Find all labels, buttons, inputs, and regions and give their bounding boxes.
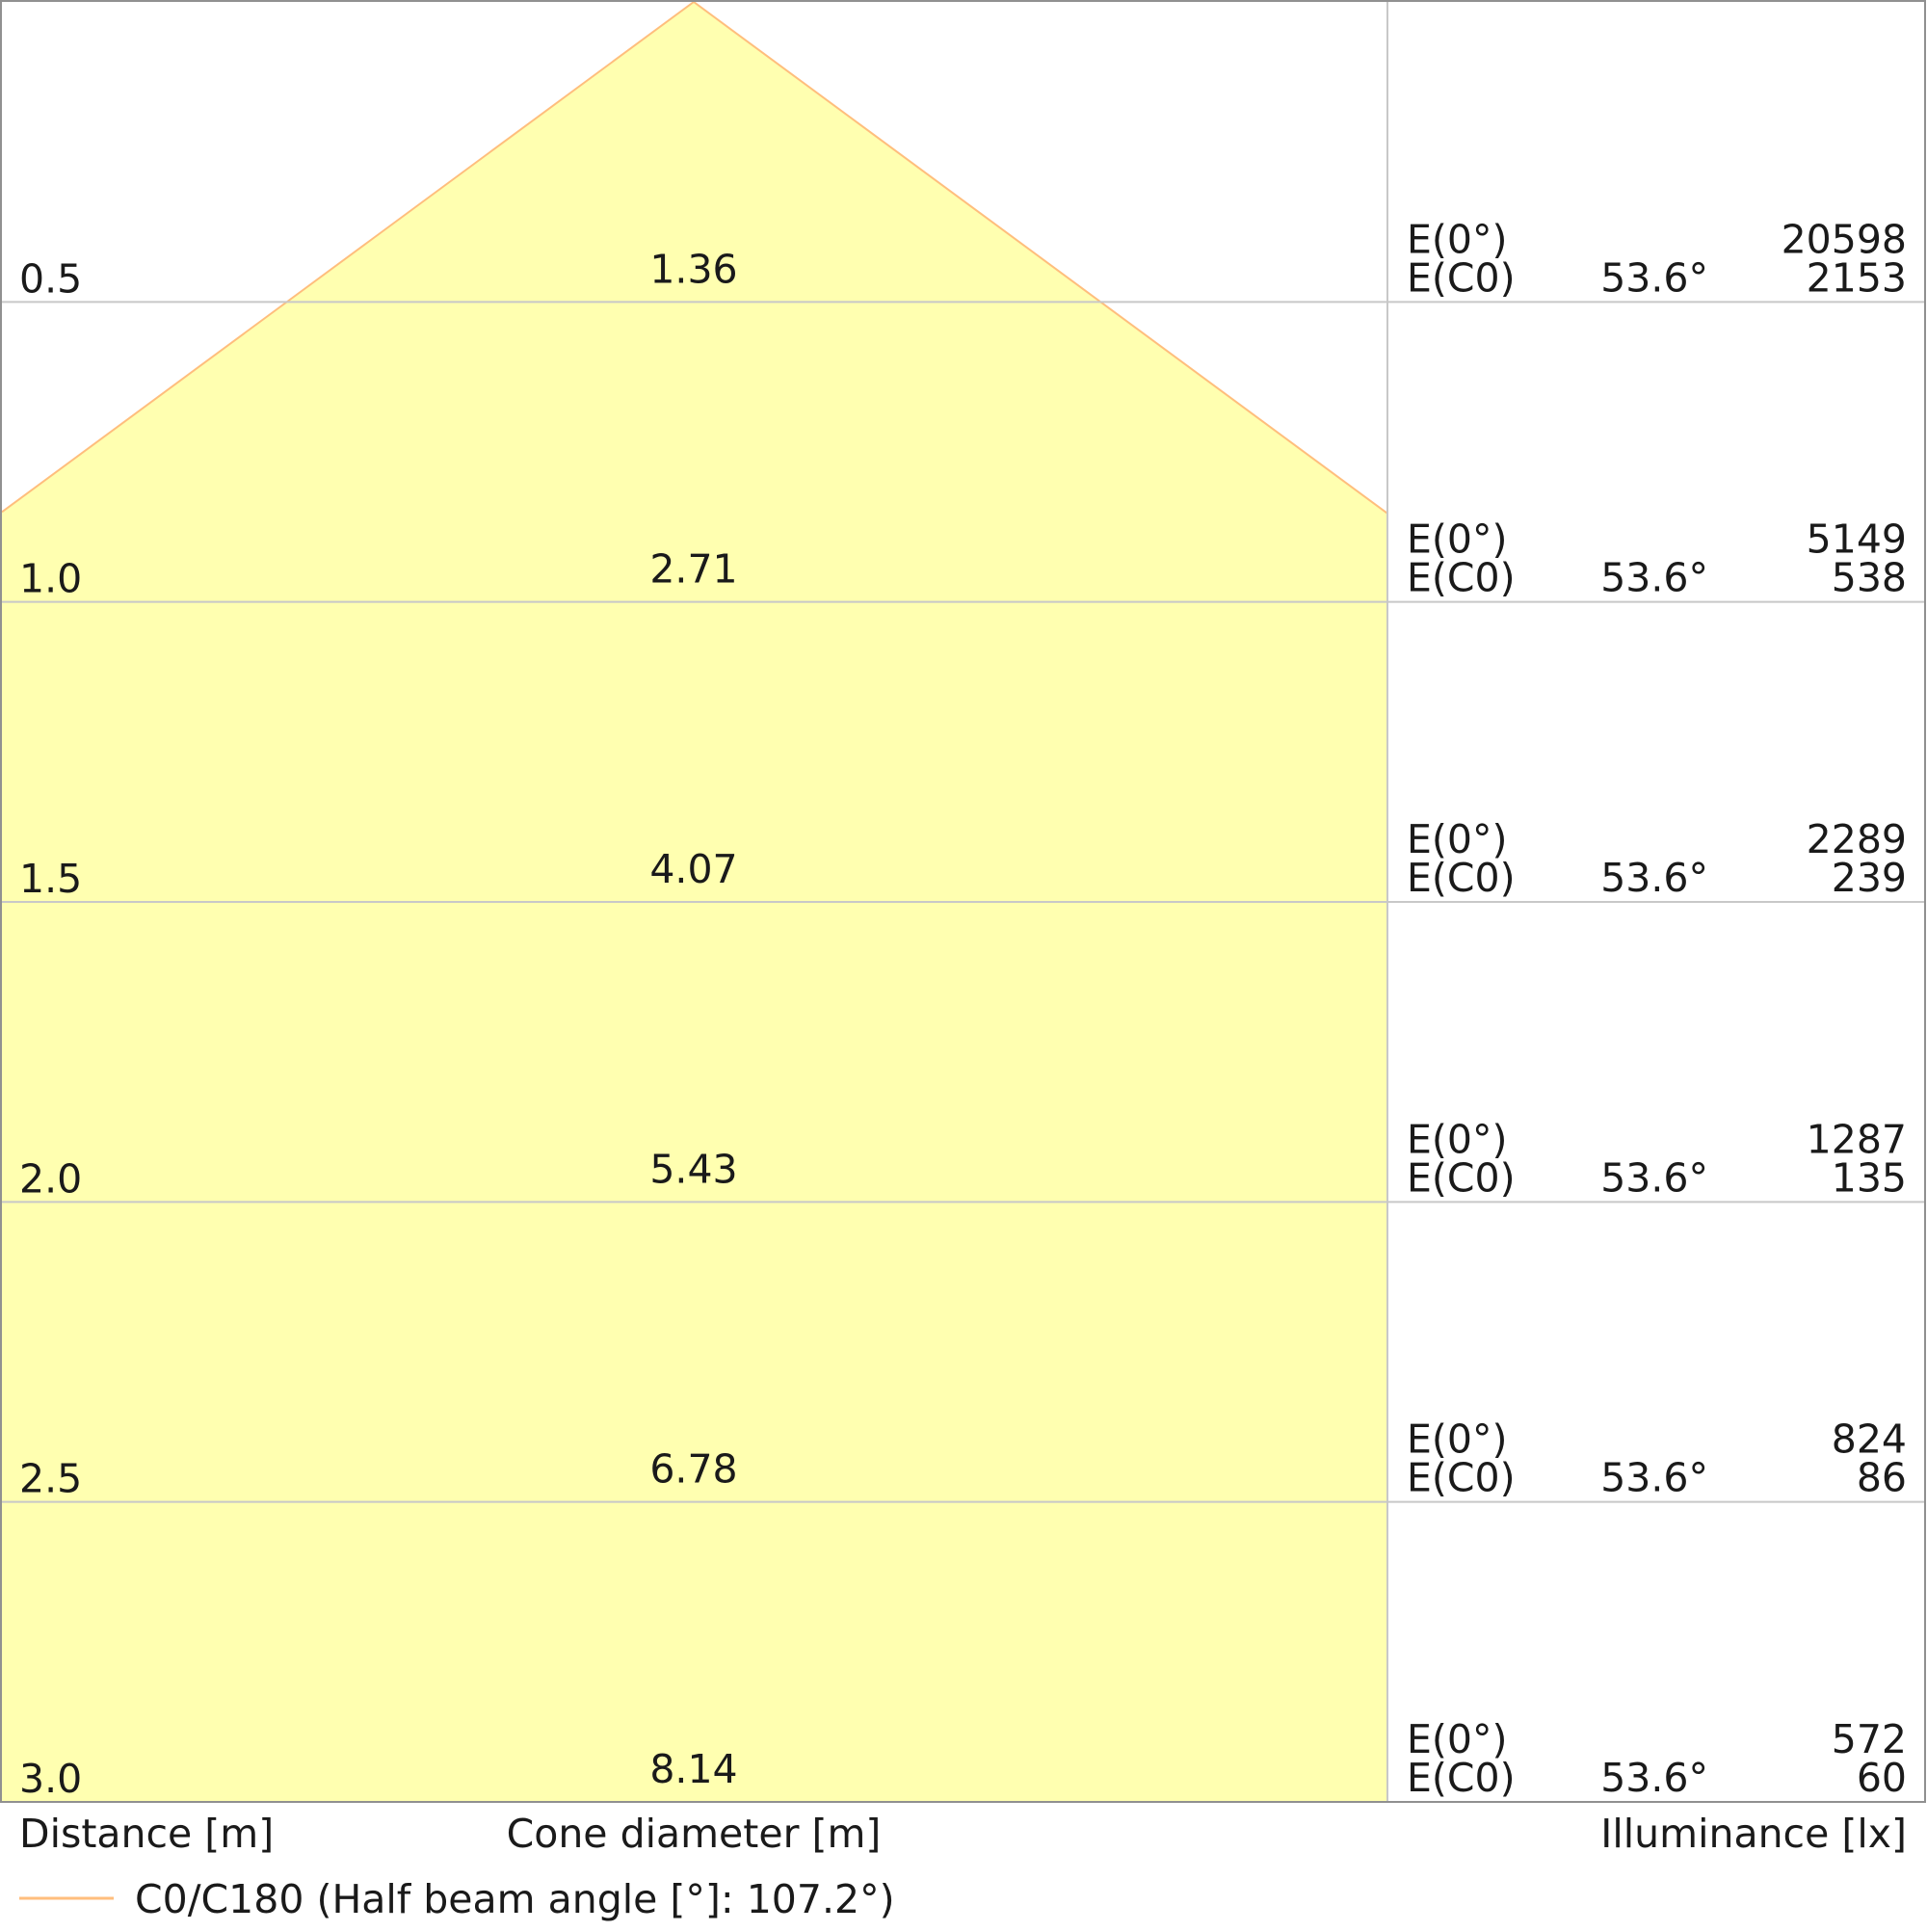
e0-value: 572 bbox=[1832, 1716, 1907, 1762]
angle-label: 53.6° bbox=[1600, 555, 1708, 601]
cone-diameter-axis-label: Cone diameter [m] bbox=[507, 1811, 882, 1857]
illuminance-axis-label: Illuminance [lx] bbox=[1600, 1811, 1907, 1857]
distance-tick-label: 0.5 bbox=[19, 255, 82, 302]
chart-border bbox=[0, 0, 1926, 1803]
e0-label: E(0°) bbox=[1407, 1716, 1507, 1762]
ec0-value: 2153 bbox=[1807, 254, 1907, 301]
cone-diameter-label: 1.36 bbox=[649, 246, 737, 292]
angle-label: 53.6° bbox=[1600, 855, 1708, 901]
e0-label: E(0°) bbox=[1407, 1416, 1507, 1463]
cone-diameter-label: 6.78 bbox=[649, 1446, 737, 1493]
e0-value: 20598 bbox=[1782, 216, 1907, 262]
e0-value: 824 bbox=[1832, 1416, 1907, 1463]
distance-tick-label: 1.5 bbox=[19, 856, 82, 902]
angle-label: 53.6° bbox=[1600, 1455, 1708, 1501]
legend-label: C0/C180 (Half beam angle [°]: 107.2°) bbox=[135, 1876, 895, 1922]
ec0-label: E(C0) bbox=[1407, 1755, 1516, 1801]
e0-label: E(0°) bbox=[1407, 216, 1507, 262]
ec0-label: E(C0) bbox=[1407, 555, 1516, 601]
ec0-label: E(C0) bbox=[1407, 1455, 1516, 1501]
e0-label: E(0°) bbox=[1407, 516, 1507, 563]
distance-tick-label: 1.0 bbox=[19, 556, 82, 602]
angle-label: 53.6° bbox=[1600, 1755, 1708, 1801]
distance-axis-label: Distance [m] bbox=[19, 1811, 274, 1857]
distance-tick-label: 2.0 bbox=[19, 1155, 82, 1202]
cone-diameter-label: 2.71 bbox=[649, 546, 737, 593]
e0-label: E(0°) bbox=[1407, 816, 1507, 862]
e0-value: 5149 bbox=[1807, 516, 1907, 563]
angle-label: 53.6° bbox=[1600, 1154, 1708, 1201]
angle-label: 53.6° bbox=[1600, 254, 1708, 301]
distance-tick-label: 3.0 bbox=[19, 1756, 82, 1802]
ec0-value: 538 bbox=[1832, 555, 1907, 601]
ec0-value: 135 bbox=[1832, 1154, 1907, 1201]
cone-diameter-label: 4.07 bbox=[649, 846, 737, 892]
ec0-value: 60 bbox=[1857, 1755, 1907, 1801]
cone-diameter-label: 5.43 bbox=[649, 1146, 737, 1192]
ec0-value: 86 bbox=[1857, 1455, 1907, 1501]
ec0-label: E(C0) bbox=[1407, 855, 1516, 901]
distance-tick-label: 2.5 bbox=[19, 1456, 82, 1502]
ec0-label: E(C0) bbox=[1407, 254, 1516, 301]
e0-label: E(0°) bbox=[1407, 1116, 1507, 1162]
cone-diameter-label: 8.14 bbox=[649, 1746, 737, 1792]
ec0-value: 239 bbox=[1832, 855, 1907, 901]
ec0-label: E(C0) bbox=[1407, 1154, 1516, 1201]
e0-value: 1287 bbox=[1807, 1116, 1907, 1162]
e0-value: 2289 bbox=[1807, 816, 1907, 862]
